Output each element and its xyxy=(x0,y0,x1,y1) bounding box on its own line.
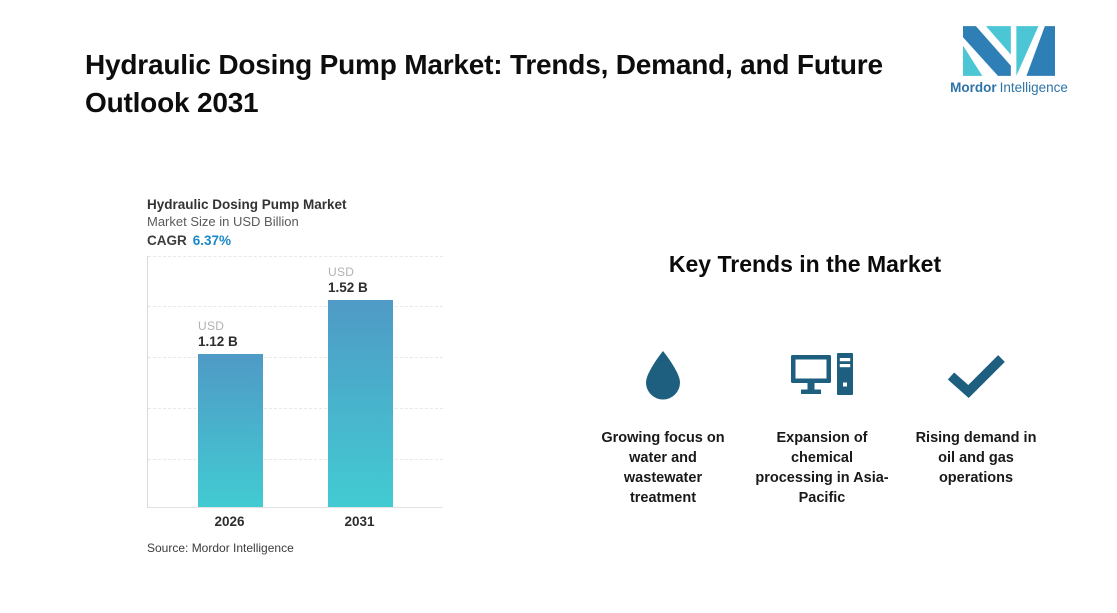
water-drop-icon xyxy=(646,351,680,400)
trend-item-chemical-processing: Expansion of chemical processing in Asia… xyxy=(747,347,897,508)
bar-2031 xyxy=(328,300,393,507)
gridline xyxy=(148,357,443,358)
logo-brand-regular: Intelligence xyxy=(999,80,1068,95)
gridline xyxy=(148,306,443,307)
desktop-computer-icon xyxy=(791,353,853,395)
bar-2026 xyxy=(198,354,263,507)
cagr-label: CAGR xyxy=(147,233,187,248)
chart-source-note: Source: Mordor Intelligence xyxy=(147,541,294,555)
bar-unit-label-2031: USD xyxy=(328,265,355,279)
bar-group-2026: USD 1.12 B xyxy=(198,319,263,507)
chart-title: Hydraulic Dosing Pump Market xyxy=(147,197,347,212)
x-axis-label-2031: 2031 xyxy=(344,514,375,529)
x-axis-label-2026: 2026 xyxy=(214,514,245,529)
trend-caption: Expansion of chemical processing in Asia… xyxy=(755,430,889,506)
bar-unit-label-2026: USD xyxy=(198,319,225,333)
checkmark-icon xyxy=(947,355,1005,398)
bar-chart-plot-area: USD 1.12 B USD 1.52 B xyxy=(147,256,443,508)
trend-icon-box xyxy=(791,347,853,403)
page-title: Hydraulic Dosing Pump Market: Trends, De… xyxy=(85,46,945,122)
gridline xyxy=(148,459,443,460)
trend-caption: Rising demand in oil and gas operations xyxy=(915,430,1037,486)
trend-icon-box xyxy=(644,347,682,403)
trend-item-water-treatment: Growing focus on water and wastewater tr… xyxy=(588,347,738,508)
key-trends-heading: Key Trends in the Market xyxy=(668,251,942,277)
trend-icon-box xyxy=(946,347,1006,403)
gridline xyxy=(148,256,443,257)
trend-caption: Growing focus on water and wastewater tr… xyxy=(601,430,725,506)
page-title-line2: Outlook 2031 xyxy=(85,87,259,118)
chart-subtitle: Market Size in USD Billion xyxy=(147,214,299,229)
bar-group-2031: USD 1.52 B xyxy=(328,265,393,507)
mordor-logo-mark-icon xyxy=(963,26,1055,76)
page-title-line1: Hydraulic Dosing Pump Market: Trends, De… xyxy=(85,49,883,80)
gridline xyxy=(148,408,443,409)
bar-value-label-2026: 1.12 B xyxy=(198,334,238,349)
logo-brand-bold: Mordor xyxy=(950,80,997,95)
cagr-value: 6.37% xyxy=(192,233,232,248)
mordor-logo-wordmark: Mordor Intelligence xyxy=(950,80,1068,95)
bar-value-label-2031: 1.52 B xyxy=(328,280,368,295)
trend-item-oil-gas: Rising demand in oil and gas operations xyxy=(901,347,1051,488)
cagr-row: CAGR 6.37% xyxy=(147,233,231,248)
mordor-intelligence-logo: Mordor Intelligence xyxy=(948,26,1070,95)
